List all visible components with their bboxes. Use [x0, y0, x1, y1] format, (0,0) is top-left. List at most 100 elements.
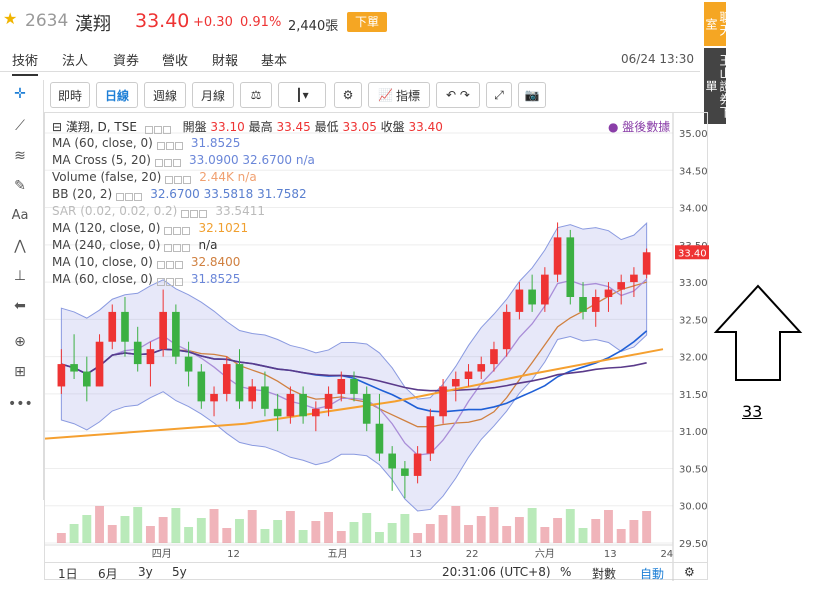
candle-body: [121, 311, 129, 342]
back-arrow-icon[interactable]: ⬅: [14, 298, 26, 314]
log-toggle[interactable]: 對數: [592, 567, 617, 581]
zoom-icon[interactable]: ⊕: [14, 334, 26, 350]
volume-bar: [107, 525, 117, 543]
indicator-controls-icon[interactable]: [116, 190, 146, 201]
legend-indicator-row[interactable]: MA (120, close, 0) 32.1021: [52, 221, 248, 237]
compare-icon[interactable]: ⚖: [240, 82, 272, 108]
monthly-button[interactable]: 月線: [192, 82, 234, 108]
auto-scale-toggle[interactable]: 自動: [640, 567, 665, 581]
candle-body: [515, 289, 524, 312]
daily-button[interactable]: 日線: [96, 82, 138, 108]
low-label: 最低: [314, 120, 339, 134]
candle-body: [490, 349, 498, 365]
candlestick-chart[interactable]: 35.0034.5034.0033.5033.0032.5032.0031.50…: [45, 113, 709, 581]
volume-bar: [171, 508, 181, 543]
stock-code: 2634: [25, 11, 69, 31]
chart-type-icon[interactable]: ┃▾: [278, 82, 326, 108]
tab-basic[interactable]: 基本: [261, 54, 288, 69]
order-button[interactable]: 下單: [347, 12, 387, 32]
indicator-values: 2.44K n/a: [199, 170, 257, 184]
indicator-values: n/a: [198, 238, 218, 252]
indicator-label: 指標: [395, 88, 420, 103]
pattern-icon[interactable]: ⋀: [14, 238, 26, 254]
camera-icon[interactable]: 📷: [518, 82, 546, 108]
brush-icon[interactable]: ✎: [14, 178, 26, 194]
candle-body: [286, 393, 295, 417]
indicator-controls-icon[interactable]: [156, 258, 187, 269]
range-6m[interactable]: 6月: [98, 567, 118, 581]
range-5y[interactable]: 5y: [172, 565, 187, 579]
chart-canvas[interactable]: 35.0034.5034.0033.5033.0032.5032.0031.50…: [44, 112, 709, 581]
ruler-icon[interactable]: ⊞: [14, 364, 26, 380]
measure-icon[interactable]: ⊥: [13, 268, 27, 284]
after-hours-label[interactable]: ● 盤後數據: [608, 120, 671, 134]
legend-indicator-row[interactable]: Volume (false, 20) 2.44K n/a: [52, 170, 257, 186]
tab-margin[interactable]: 資券: [113, 54, 140, 69]
candle-body: [477, 364, 486, 372]
legend-controls-icon[interactable]: [144, 123, 175, 134]
legend-indicator-row[interactable]: MA (10, close, 0) 32.8400: [52, 255, 240, 271]
volume-bar: [209, 509, 219, 543]
indicator-controls-icon[interactable]: [156, 139, 187, 150]
trend-line-icon[interactable]: ⟋: [15, 118, 25, 134]
range-3y[interactable]: 3y: [138, 565, 153, 579]
volume-bar: [374, 532, 384, 543]
indicator-controls-icon[interactable]: [164, 224, 194, 235]
indicator-controls-icon[interactable]: [181, 207, 211, 218]
crosshair-icon[interactable]: ✛: [14, 86, 26, 102]
more-icon[interactable]: •••: [8, 396, 33, 412]
candle-body: [426, 416, 435, 454]
realtime-button[interactable]: 即時: [50, 82, 90, 108]
candle-body: [108, 311, 117, 342]
indicator-controls-icon[interactable]: [165, 173, 195, 184]
scale-settings-icon[interactable]: ⚙: [684, 565, 695, 579]
percent-toggle[interactable]: %: [560, 565, 572, 579]
open-label: 開盤: [182, 120, 207, 134]
candle-body: [579, 297, 587, 312]
tab-institutional[interactable]: 法人: [62, 54, 89, 69]
broker-order-button[interactable]: 玉山證券下單: [704, 48, 732, 124]
text-tool-icon[interactable]: Aa: [11, 208, 29, 223]
tab-revenue[interactable]: 營收: [162, 54, 189, 69]
volume-bar: [247, 510, 257, 543]
chat-room-button[interactable]: 聊天室: [704, 2, 732, 46]
legend-indicator-row[interactable]: MA (60, close, 0) 31.8525: [52, 136, 240, 152]
legend-title: 漢翔, D, TSE: [65, 120, 137, 134]
volume-bar: [438, 515, 448, 543]
legend-indicator-row[interactable]: MA (240, close, 0) n/a: [52, 238, 217, 254]
volume-bar: [336, 531, 346, 543]
indicator-button[interactable]: 📈 指標: [368, 82, 430, 108]
collapse-icon[interactable]: ⊟: [52, 120, 63, 134]
legend-indicator-row[interactable]: BB (20, 2) 32.6700 33.5818 31.7582: [52, 187, 307, 203]
chart-bottom-bar: 1日 6月 3y 5y 20:31:06 (UTC+8) % 對數 自動 ⚙: [44, 562, 708, 581]
legend-indicator-row[interactable]: SAR (0.02, 0.02, 0.2) 33.5411: [52, 204, 265, 220]
tab-financials[interactable]: 財報: [212, 54, 239, 69]
indicator-controls-icon[interactable]: [156, 275, 187, 286]
undo-redo-icon[interactable]: ↶ ↷: [436, 82, 480, 108]
legend-header: ⊟ 漢翔, D, TSE 開盤 33.10 最高 33.45 最低 33.05 …: [52, 118, 443, 134]
volume-bar: [349, 522, 359, 543]
candle-body: [184, 356, 193, 372]
range-1d[interactable]: 1日: [58, 567, 78, 581]
indicator-controls-icon[interactable]: [154, 156, 185, 167]
indicator-name: MA (240, close, 0): [52, 238, 161, 252]
candle-body: [70, 364, 78, 372]
fullscreen-icon[interactable]: ⤢: [486, 82, 512, 108]
settings-gear-icon[interactable]: ⚙: [334, 82, 362, 108]
candle-body: [210, 393, 218, 402]
x-tick-label: 13: [409, 549, 422, 560]
close-label: 收盤: [380, 120, 405, 134]
indicator-controls-icon[interactable]: [164, 241, 194, 252]
indicator-values: 31.8525: [190, 272, 241, 286]
volume-bar: [298, 530, 308, 543]
favorite-star-icon[interactable]: ★: [3, 9, 18, 28]
legend-indicator-row[interactable]: MA Cross (5, 20) 33.0900 32.6700 n/a: [52, 153, 315, 169]
candle-body: [401, 468, 409, 476]
y-tick-label: 31.00: [679, 427, 708, 438]
tab-technical[interactable]: 技術: [12, 50, 39, 76]
legend-indicator-row[interactable]: MA (60, close, 0) 31.8525: [52, 272, 240, 288]
candle-body: [312, 408, 320, 417]
indicator-name: MA (10, close, 0): [52, 255, 153, 269]
weekly-button[interactable]: 週線: [144, 82, 186, 108]
fibonacci-icon[interactable]: ≋: [14, 148, 26, 164]
